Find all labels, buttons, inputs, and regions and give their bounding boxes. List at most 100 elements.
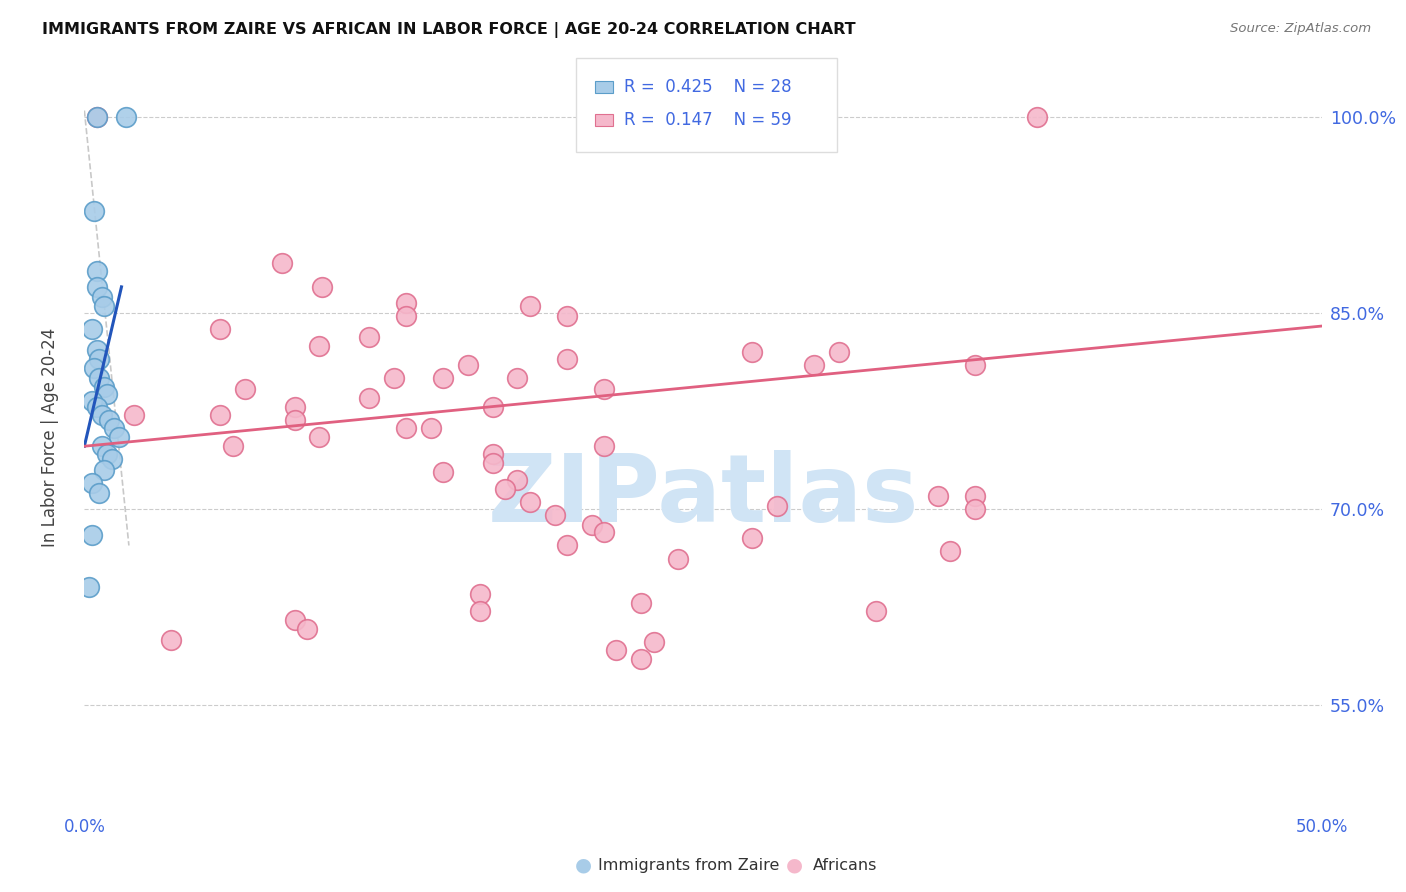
Point — [382, 371, 405, 385]
Point — [80, 528, 103, 542]
Point — [80, 393, 103, 408]
Point — [506, 473, 529, 487]
Text: ●: ● — [575, 855, 592, 875]
Point — [593, 382, 616, 396]
Point — [90, 439, 112, 453]
Text: Source: ZipAtlas.com: Source: ZipAtlas.com — [1230, 22, 1371, 36]
Point — [555, 309, 578, 323]
Point — [519, 300, 541, 314]
Point — [86, 110, 108, 124]
Text: ●: ● — [786, 855, 803, 875]
Point — [83, 204, 105, 219]
Point — [865, 604, 887, 618]
Point — [457, 358, 479, 372]
Point — [86, 343, 108, 357]
Point — [555, 539, 578, 553]
Point — [86, 400, 108, 414]
Text: 50.0%: 50.0% — [1295, 819, 1348, 837]
Point — [593, 525, 616, 540]
Point — [470, 604, 492, 618]
Point — [593, 439, 616, 453]
Point — [96, 447, 118, 461]
Point — [100, 452, 122, 467]
Point — [295, 622, 318, 636]
Point — [86, 264, 108, 278]
Point — [1026, 110, 1049, 124]
Point — [630, 596, 652, 610]
Point — [481, 447, 503, 461]
Point — [828, 345, 851, 359]
Point — [481, 400, 503, 414]
Text: R =  0.147    N = 59: R = 0.147 N = 59 — [624, 112, 792, 129]
Text: 0.0%: 0.0% — [63, 819, 105, 837]
Point — [93, 300, 115, 314]
Point — [79, 580, 101, 594]
Point — [519, 495, 541, 509]
Point — [357, 329, 380, 343]
Point — [89, 351, 111, 366]
Point — [666, 551, 689, 566]
Point — [90, 408, 112, 422]
Point — [115, 110, 138, 124]
Point — [630, 652, 652, 666]
Point — [90, 290, 112, 304]
Point — [395, 421, 418, 435]
Text: Immigrants from Zaire: Immigrants from Zaire — [598, 858, 779, 872]
Point — [395, 295, 418, 310]
Point — [209, 321, 232, 335]
Point — [89, 371, 111, 385]
Point — [89, 486, 111, 500]
Point — [96, 387, 118, 401]
Point — [555, 351, 578, 366]
Point — [741, 345, 763, 359]
Point — [222, 439, 245, 453]
Point — [395, 309, 418, 323]
Point — [470, 587, 492, 601]
Point — [93, 380, 115, 394]
Point — [284, 413, 307, 427]
Point — [494, 483, 516, 497]
Point — [233, 382, 256, 396]
Text: ZIPatlas: ZIPatlas — [488, 450, 918, 541]
Point — [80, 475, 103, 490]
Point — [965, 358, 987, 372]
Point — [741, 531, 763, 545]
Point — [86, 280, 108, 294]
Point — [209, 408, 232, 422]
Point — [357, 391, 380, 405]
Point — [308, 338, 330, 352]
Text: IMMIGRANTS FROM ZAIRE VS AFRICAN IN LABOR FORCE | AGE 20-24 CORRELATION CHART: IMMIGRANTS FROM ZAIRE VS AFRICAN IN LABO… — [42, 22, 856, 38]
Point — [284, 400, 307, 414]
Point — [86, 110, 108, 124]
Point — [308, 430, 330, 444]
Point — [543, 508, 565, 523]
Point — [108, 430, 131, 444]
Point — [419, 421, 441, 435]
Text: In Labor Force | Age 20-24: In Labor Force | Age 20-24 — [41, 327, 59, 547]
Point — [93, 463, 115, 477]
Point — [160, 632, 183, 647]
Point — [103, 421, 125, 435]
Point — [581, 517, 603, 532]
Point — [80, 321, 103, 335]
Point — [481, 456, 503, 470]
Point — [83, 360, 105, 375]
Point — [927, 489, 949, 503]
Point — [803, 358, 825, 372]
Text: Africans: Africans — [813, 858, 877, 872]
Point — [643, 635, 665, 649]
Point — [432, 466, 454, 480]
Point — [122, 408, 145, 422]
Point — [311, 280, 333, 294]
Point — [271, 256, 294, 270]
Text: R =  0.425    N = 28: R = 0.425 N = 28 — [624, 78, 792, 96]
Point — [98, 413, 121, 427]
Point — [506, 371, 529, 385]
Point — [965, 489, 987, 503]
Point — [766, 500, 789, 514]
Point — [939, 543, 962, 558]
Point — [284, 613, 307, 627]
Point — [432, 371, 454, 385]
Point — [965, 502, 987, 516]
Point — [605, 643, 627, 657]
